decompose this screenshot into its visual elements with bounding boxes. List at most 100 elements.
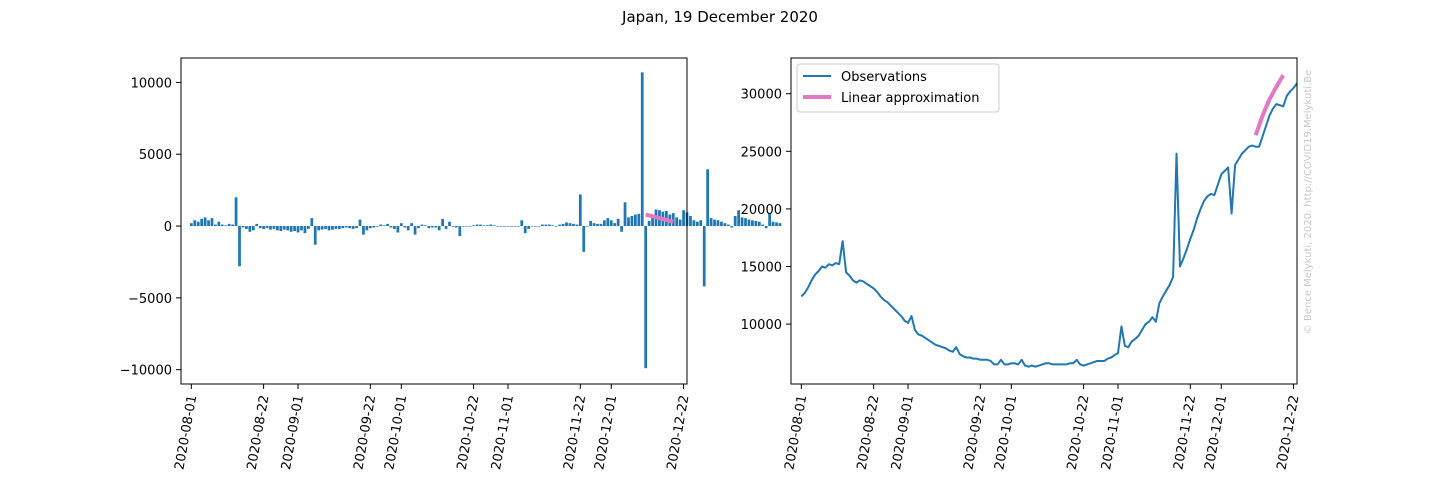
left-y-tick-label: −5000 bbox=[128, 292, 172, 307]
daily-bar bbox=[214, 224, 217, 227]
right-x-tick-label: 2020-09-22 bbox=[961, 394, 989, 471]
daily-bar bbox=[472, 225, 475, 227]
daily-bar bbox=[434, 226, 438, 228]
daily-bar bbox=[203, 217, 207, 227]
daily-bar bbox=[730, 226, 734, 228]
daily-bar bbox=[296, 226, 300, 233]
daily-bar bbox=[754, 221, 758, 227]
daily-bar bbox=[523, 226, 527, 234]
daily-bar bbox=[317, 226, 321, 231]
daily-bar bbox=[578, 194, 582, 227]
right-x-tick-label: 2020-08-22 bbox=[855, 394, 883, 471]
daily-bar bbox=[537, 226, 541, 227]
left-chart: 2020-08-01 2020-08-22 2020-09-01 2020-09-22… bbox=[120, 57, 782, 471]
daily-bar bbox=[217, 221, 221, 227]
daily-bar bbox=[544, 224, 548, 227]
daily-bar bbox=[406, 226, 410, 231]
daily-bar bbox=[430, 226, 434, 228]
daily-bar bbox=[300, 226, 303, 231]
daily-bar bbox=[558, 224, 562, 227]
daily-bar bbox=[740, 217, 744, 227]
right-x-tick-label: 2020-11-01 bbox=[1099, 394, 1127, 471]
daily-bar bbox=[630, 215, 634, 227]
linear-approximation-line bbox=[1253, 74, 1285, 136]
right-y-tick-label: 15000 bbox=[741, 261, 782, 276]
daily-bar bbox=[541, 224, 544, 227]
right-chart: 2020-08-01 2020-08-22 2020-09-01 2020-09-22… bbox=[741, 57, 1302, 471]
daily-bar bbox=[499, 226, 503, 227]
daily-bar bbox=[561, 223, 565, 227]
left-x-tick-label: 2020-09-01 bbox=[279, 394, 307, 471]
daily-bar bbox=[585, 226, 589, 227]
daily-bar bbox=[651, 215, 654, 227]
daily-bar bbox=[506, 226, 510, 227]
daily-bar bbox=[575, 224, 579, 227]
daily-bar bbox=[272, 226, 276, 229]
daily-bar bbox=[334, 226, 338, 229]
daily-bar bbox=[234, 197, 238, 227]
daily-bar bbox=[510, 226, 513, 227]
daily-bar bbox=[747, 219, 751, 227]
legend-linear-approximation-label: Linear approximation bbox=[841, 91, 979, 106]
daily-bar bbox=[709, 218, 713, 227]
daily-bar bbox=[269, 226, 272, 230]
daily-bar bbox=[324, 226, 327, 229]
legend-observations-label: Observations bbox=[841, 70, 927, 85]
daily-bar bbox=[778, 223, 782, 227]
daily-bar bbox=[403, 226, 407, 228]
daily-bar bbox=[245, 226, 248, 229]
daily-bar bbox=[647, 221, 651, 227]
daily-bar bbox=[207, 220, 210, 227]
daily-bar bbox=[695, 221, 699, 227]
left-y-tick-label: −10000 bbox=[120, 364, 172, 379]
daily-bar bbox=[210, 218, 214, 227]
daily-bar bbox=[293, 226, 296, 232]
bar-fit-line bbox=[645, 212, 674, 224]
daily-bar bbox=[689, 215, 692, 227]
right-axes-frame bbox=[790, 57, 1298, 385]
right-x-tick-label: 2020-11-22 bbox=[1171, 394, 1199, 471]
daily-bar bbox=[775, 222, 778, 227]
daily-bar bbox=[702, 226, 706, 287]
daily-bar bbox=[606, 218, 610, 227]
right-x-tick-label: 2020-10-01 bbox=[992, 394, 1020, 471]
left-x-tick-label: 2020-11-01 bbox=[489, 394, 517, 471]
daily-bar bbox=[530, 226, 534, 227]
daily-bar bbox=[520, 220, 524, 227]
daily-bar bbox=[737, 210, 741, 227]
daily-bar bbox=[716, 220, 720, 227]
daily-bar bbox=[527, 226, 531, 229]
right-y-tick-label: 20000 bbox=[741, 203, 782, 218]
daily-bar bbox=[565, 222, 568, 227]
daily-bar bbox=[327, 226, 331, 231]
daily-bar bbox=[706, 169, 710, 227]
left-x-tick-label: 2020-08-01 bbox=[172, 394, 200, 471]
daily-bar bbox=[616, 218, 620, 227]
daily-bar bbox=[344, 226, 348, 228]
right-x-tick-label: 2020-09-01 bbox=[889, 394, 917, 471]
daily-bar bbox=[410, 223, 414, 227]
daily-bar bbox=[231, 224, 235, 227]
daily-bar bbox=[265, 226, 269, 229]
daily-bar bbox=[393, 226, 396, 229]
daily-bar bbox=[485, 225, 489, 227]
daily-bar bbox=[640, 72, 644, 227]
daily-bar bbox=[482, 225, 486, 227]
daily-bar bbox=[437, 226, 441, 231]
daily-bar bbox=[262, 226, 265, 229]
daily-bar bbox=[196, 221, 200, 227]
left-x-tick-label: 2020-10-01 bbox=[382, 394, 410, 471]
watermark: © Bence Melykuti, 2020. http://COVID19.M… bbox=[1303, 70, 1314, 334]
daily-bar bbox=[671, 213, 675, 227]
daily-bar bbox=[627, 217, 630, 227]
daily-bar bbox=[375, 226, 379, 227]
daily-bar bbox=[454, 226, 458, 228]
daily-bar bbox=[351, 226, 355, 229]
daily-bar bbox=[306, 226, 310, 229]
daily-bar bbox=[592, 223, 596, 227]
daily-bar bbox=[699, 220, 703, 227]
left-x-tick-label: 2020-11-22 bbox=[561, 394, 589, 471]
daily-bar bbox=[251, 226, 255, 231]
daily-bar bbox=[241, 226, 245, 228]
